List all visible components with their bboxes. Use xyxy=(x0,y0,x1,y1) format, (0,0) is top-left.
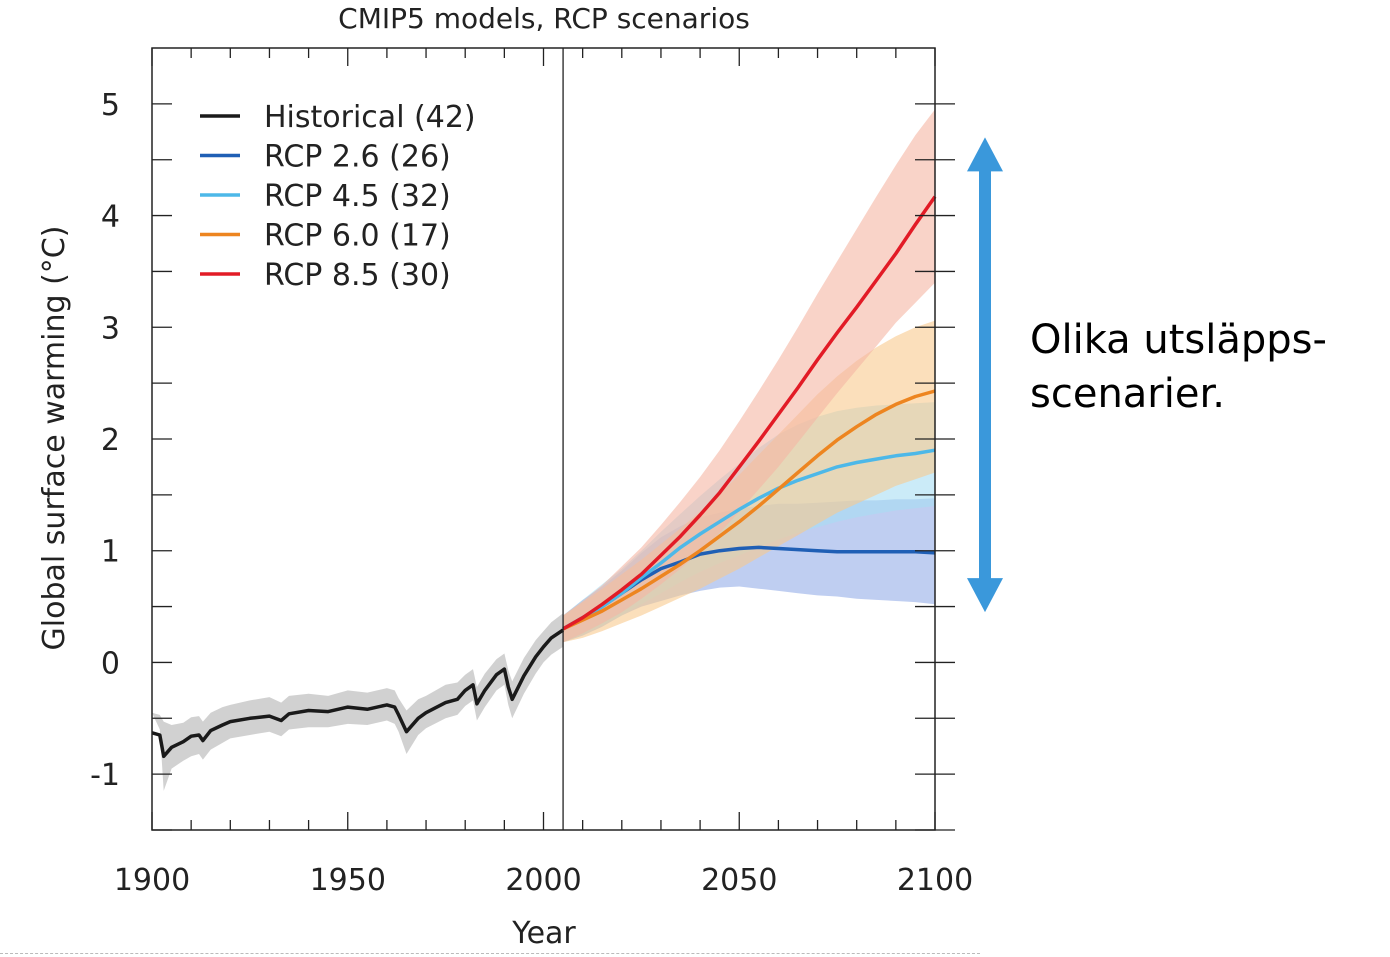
legend-label: Historical (42) xyxy=(264,100,476,135)
y-tick-label: 4 xyxy=(101,200,120,235)
x-tick-label: 2100 xyxy=(897,863,973,898)
range-arrow-icon xyxy=(967,137,1003,613)
line-rcp-6-0-17 xyxy=(562,389,936,631)
bottom-divider xyxy=(0,953,980,954)
x-tick-label: 2050 xyxy=(701,863,777,898)
arrow-head-up-icon xyxy=(967,137,1003,172)
legend-label: RCP 2.6 (26) xyxy=(264,140,451,175)
uncertainty-bands xyxy=(152,109,935,791)
line-rcp-8-5-30 xyxy=(562,195,937,631)
x-tick-label: 1950 xyxy=(310,863,386,898)
band-rcp-2-6-26 xyxy=(563,498,935,643)
legend-label: RCP 6.0 (17) xyxy=(264,219,451,254)
legend-label: RCP 4.5 (32) xyxy=(264,179,451,214)
arrow-head-down-icon xyxy=(967,578,1003,613)
band-historical-42 xyxy=(152,613,564,791)
x-axis-ticks: 1900 1950 2000 2050 2100 xyxy=(114,48,973,898)
y-axis-ticks: -1 0 1 2 3 4 5 xyxy=(90,88,955,831)
legend-label: RCP 8.5 (30) xyxy=(264,258,451,293)
chart-title: CMIP5 models, RCP scenarios xyxy=(338,2,750,35)
y-tick-label: -1 xyxy=(90,758,120,793)
annotation-line-2: scenarier. xyxy=(1030,371,1225,417)
band-rcp-8-5-30 xyxy=(563,109,935,643)
y-tick-label: 5 xyxy=(101,88,120,123)
series-lines xyxy=(151,195,937,759)
x-tick-label: 2000 xyxy=(505,863,581,898)
line-historical-42 xyxy=(151,628,565,759)
y-axis-label: Global surface warming (°C) xyxy=(37,226,72,651)
x-tick-label: 1900 xyxy=(114,863,190,898)
annotation-line-1: Olika utsläpps- xyxy=(1030,317,1327,363)
arrow-shaft xyxy=(979,169,991,581)
x-axis-label: Year xyxy=(511,916,576,951)
y-tick-label: 0 xyxy=(101,646,120,681)
y-tick-label: 2 xyxy=(101,423,120,458)
line-rcp-4-5-32 xyxy=(562,448,936,631)
y-tick-label: 1 xyxy=(101,535,120,570)
y-tick-label: 3 xyxy=(101,311,120,346)
scenario-annotation: Olika utsläpps- scenarier. xyxy=(967,137,1327,613)
legend: Historical (42) RCP 2.6 (26) RCP 4.5 (32) R… xyxy=(200,100,476,293)
